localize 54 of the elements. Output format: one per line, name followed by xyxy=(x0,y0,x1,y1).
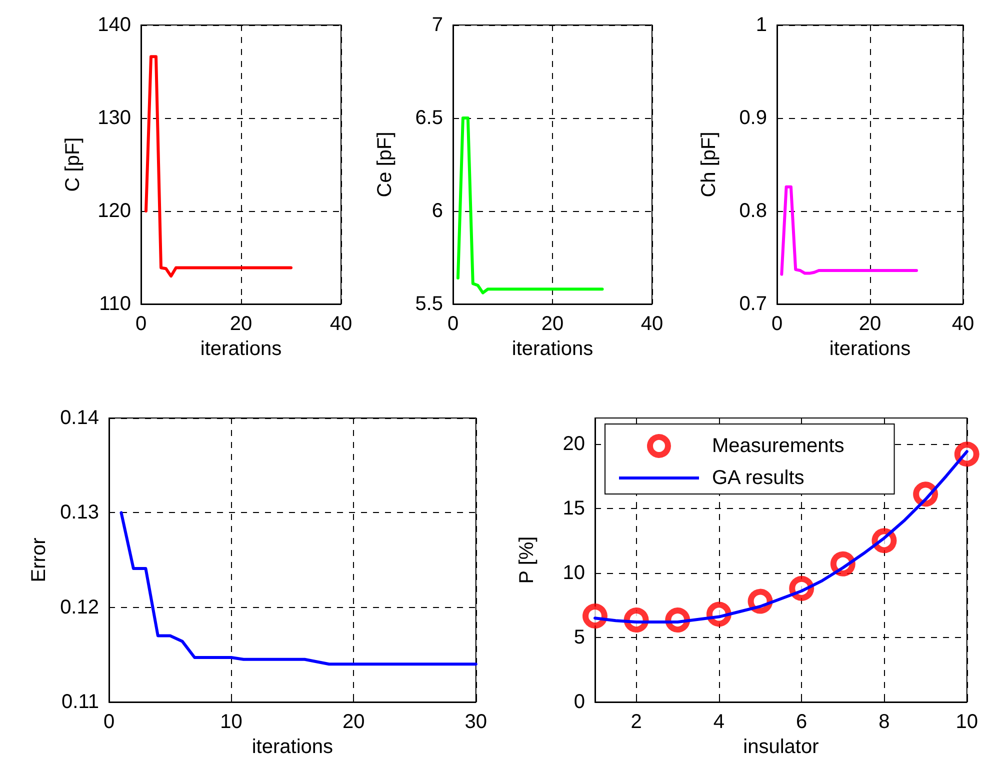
y-tick-label: 130 xyxy=(98,107,131,129)
legend-label: Measurements xyxy=(712,435,844,457)
line-series xyxy=(144,55,292,278)
y-tick-label: 0 xyxy=(574,691,585,713)
x-tick-label: 8 xyxy=(878,711,890,733)
line-series xyxy=(456,116,604,294)
y-tick-label: 0.12 xyxy=(60,596,99,618)
x-axis-title: insulator xyxy=(743,736,820,758)
y-tick-label: 120 xyxy=(98,200,131,222)
x-tick-label: 10 xyxy=(956,711,978,733)
y-axis-title: Ce [pF] xyxy=(374,132,396,198)
y-tick-label: 0.11 xyxy=(62,691,99,713)
line-series xyxy=(780,185,918,276)
y-axis-title: Error xyxy=(28,537,50,582)
x-tick-label: 20 xyxy=(858,313,882,335)
y-tick-label: 0.7 xyxy=(739,293,767,315)
x-tick-label: 0 xyxy=(771,313,783,335)
x-tick-label: 40 xyxy=(640,313,664,335)
y-tick-label: 6 xyxy=(432,200,443,222)
x-tick-label: 0 xyxy=(135,313,147,335)
x-axis-title: iterations xyxy=(200,338,282,360)
y-tick-label: 110 xyxy=(99,293,131,315)
x-tick-label: 20 xyxy=(342,711,365,733)
x-tick-label: 0 xyxy=(447,313,459,335)
y-tick-label: 1 xyxy=(756,14,767,36)
y-tick-label: 15 xyxy=(562,497,585,520)
y-tick-label: 5 xyxy=(574,626,585,648)
x-axis-title: iterations xyxy=(512,338,594,360)
x-tick-label: 40 xyxy=(330,313,352,335)
y-tick-label: 7 xyxy=(432,14,443,36)
y-tick-label: 6.5 xyxy=(415,107,443,129)
line-series xyxy=(120,511,478,666)
y-axis-title: C [pF] xyxy=(62,137,84,192)
y-tick-label: 0.14 xyxy=(60,407,99,429)
x-tick-label: 6 xyxy=(796,711,808,733)
y-tick-label: 0.13 xyxy=(60,502,99,524)
x-axis-title: iterations xyxy=(252,736,334,758)
x-tick-label: 20 xyxy=(230,313,252,335)
y-tick-label: 20 xyxy=(562,432,585,455)
x-tick-label: 2 xyxy=(630,711,642,733)
y-tick-label: 0.8 xyxy=(739,200,767,222)
y-tick-label: 140 xyxy=(98,14,131,36)
x-tick-label: 4 xyxy=(713,711,725,733)
y-tick-label: 10 xyxy=(562,562,585,584)
y-tick-label: 5.5 xyxy=(415,293,443,315)
x-tick-label: 40 xyxy=(952,313,974,335)
legend-label: GA results xyxy=(712,467,804,489)
y-tick-label: 0.9 xyxy=(739,107,767,129)
x-tick-label: 10 xyxy=(220,711,242,733)
x-axis-title: iterations xyxy=(829,338,911,360)
y-axis-title: P [%] xyxy=(516,536,538,584)
y-axis-title: Ch [pF] xyxy=(698,132,720,198)
x-tick-label: 20 xyxy=(541,313,564,335)
x-tick-label: 30 xyxy=(464,711,487,733)
